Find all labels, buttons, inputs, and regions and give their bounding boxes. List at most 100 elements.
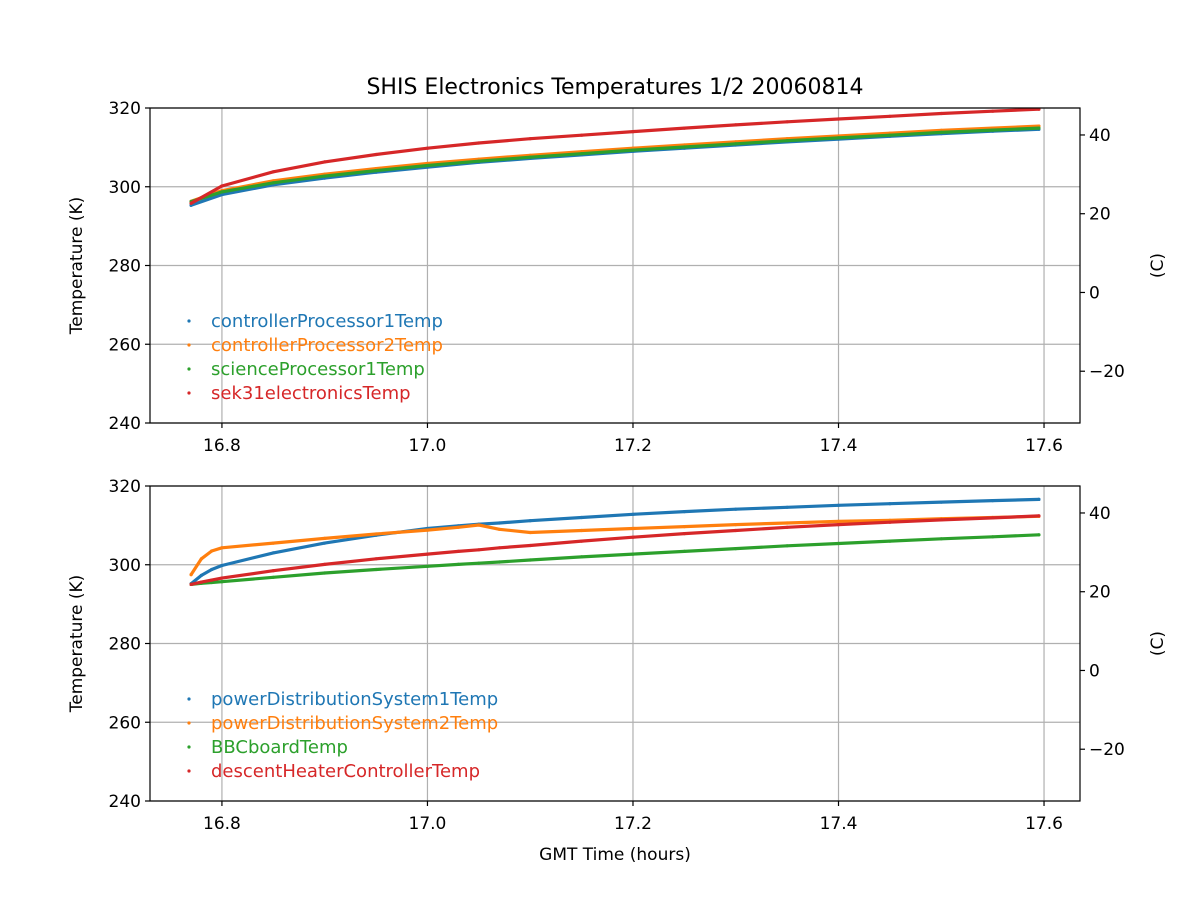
data-point [991,128,995,132]
data-point [220,576,224,580]
data-point [991,535,995,539]
data-point [497,527,501,531]
data-point [456,562,460,567]
legend-marker [187,721,191,725]
data-point [785,505,789,509]
y-axis-ticks: 240 260 280 300 320 [109,99,150,434]
legend-label: powerDistributionSystem2Temp [211,713,498,734]
data-point [323,174,327,178]
y-right-axis-ticks: −20 0 20 40 [1080,504,1125,760]
data-point [210,567,214,572]
data-point [939,537,943,541]
data-point [888,133,892,137]
data-point [682,510,687,514]
data-point [888,539,892,543]
series-group [189,107,1041,207]
data-point [497,546,501,550]
data-point [734,547,738,551]
y-tick-label: 240 [109,414,141,434]
y-tick-label: 240 [109,792,141,812]
x-tick-label: 17.4 [820,436,858,456]
data-point [682,145,687,149]
data-point [210,578,214,582]
y-tick-label: 280 [109,257,141,277]
y-tick-label: 300 [109,556,141,576]
data-point [631,130,635,134]
data-point [528,558,532,562]
data-point [456,549,460,554]
data-point [836,503,841,507]
x-tick-label: 17.2 [614,814,652,834]
data-point [271,575,275,579]
data-point [528,543,532,548]
data-point [991,499,995,503]
x-tick-label: 17.6 [1025,436,1063,456]
data-point [836,117,841,121]
data-point [528,155,532,159]
data-point [477,523,481,527]
series-line-2 [189,514,1041,577]
data-point [631,552,635,556]
data-point [1037,126,1041,130]
data-point [271,551,275,555]
data-point [271,181,275,185]
data-point [991,109,995,113]
data-point [939,111,943,116]
data-point [323,541,327,545]
data-point [785,521,789,525]
data-point [477,141,481,145]
data-point [939,500,943,504]
data-point [682,532,687,536]
data-point [199,557,203,561]
data-point [580,528,584,533]
data-point [220,580,224,584]
data-point [528,530,532,535]
data-point [323,536,327,541]
legend-label: BBCboardTemp [211,737,348,758]
data-point [456,525,460,529]
data-point [682,126,687,130]
data-point [374,567,378,572]
y-tick-label: 320 [109,99,141,119]
data-point [189,582,193,587]
data-point [271,569,275,573]
data-point [631,535,635,539]
data-point [734,123,738,127]
data-point [220,184,224,188]
data-point [939,130,943,134]
data-point [210,549,214,553]
data-point [189,573,193,577]
legend-label: powerDistributionSystem1Temp [211,689,498,710]
data-point [425,163,430,168]
data-point [785,525,789,529]
data-point [374,169,378,173]
data-point [477,159,481,163]
legend-label: scienceProcessor1Temp [211,359,425,380]
x-axis-label: GMT Time (hours) [539,845,691,865]
y-right-tick-label: 40 [1089,504,1111,524]
y-tick-label: 260 [109,713,141,733]
data-point [785,139,789,143]
data-point [323,160,327,164]
data-point [734,528,738,533]
data-point [836,519,841,524]
data-point [1037,497,1041,501]
data-point [580,555,584,559]
data-point [477,548,481,552]
legend-label: controllerProcessor1Temp [211,311,443,332]
data-point [271,541,275,545]
data-point [836,136,841,140]
data-point [189,201,193,205]
x-tick-label: 17.6 [1025,814,1063,834]
x-axis-ticks: 16.8 17.0 17.2 17.4 17.6 [203,423,1063,456]
data-point [220,563,224,568]
series-line-3 [189,126,1041,204]
chart-panels: 16.8 17.0 17.2 17.4 17.6 240 260 280 300 320 −20 0 2… [67,99,1168,865]
y-axis-label: Temperature (K) [67,575,87,714]
data-point [199,580,203,584]
legend-marker [187,745,191,749]
y-right-tick-label: −20 [1089,362,1125,382]
y-right-tick-label: 0 [1089,283,1100,303]
y-right-axis-label: (C) [1148,631,1168,656]
